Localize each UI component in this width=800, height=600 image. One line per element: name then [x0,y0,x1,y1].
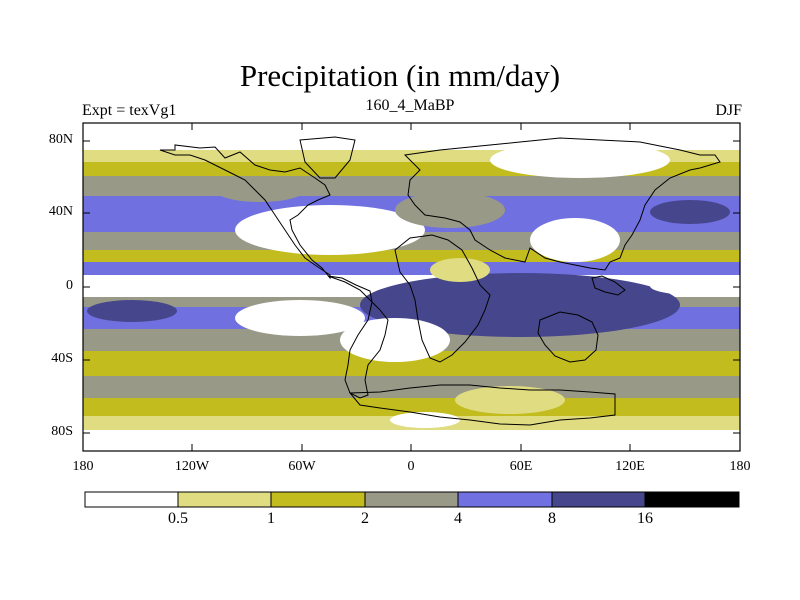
greenland-outline [299,136,356,179]
colorbar-swatch-3 [364,491,459,508]
south-africa-dry [340,318,450,362]
itcz-north [83,262,740,275]
north-atlantic-dry [235,205,425,255]
south-america-outline [327,275,389,399]
lat-tick-label: 40S [51,351,73,366]
colorbar-swatch-5 [551,491,646,508]
antarctica-outline [348,384,616,426]
lon-tick-label: 60E [509,459,533,474]
colorbar-swatch-4 [457,491,553,508]
colorbar-label: 0.5 [168,510,188,527]
colorbar-label: 2 [361,510,369,527]
colorbar [84,491,740,508]
colorbar-label: 4 [454,510,462,527]
australia-outline [537,311,599,363]
colorbar-swatch-1 [177,491,272,508]
lon-tick-label: 120E [615,459,645,474]
colorbar-label: 16 [637,510,653,527]
south-atlantic-dry [235,300,365,336]
north-africa-light [430,258,490,282]
colorbar-label: 8 [548,510,556,527]
lon-tick-label: 180 [72,459,94,474]
lat-tick-label: 80N [48,132,73,147]
south-olive-2 [83,398,740,416]
experiment-label: Expt = texVg1 [82,102,177,119]
africa-outline [394,234,491,363]
sp-heavy [87,300,177,322]
na-gray [215,178,305,202]
pacific-west-dry [650,277,740,295]
eurasia-africa-outline [403,137,721,271]
south-storm-gray [83,376,740,398]
north-subtrop-olive [83,250,740,262]
lon-tick-label: 60W [288,459,316,474]
np-storm-heavy [650,200,730,224]
antarctic-dry [390,412,460,428]
colorbar-label: 1 [267,510,275,527]
colorbar-swatch-0 [84,491,179,508]
antarctic-coast-light [455,386,565,414]
europe-gray [395,192,505,228]
season-label: DJF [715,102,742,119]
lat-tick-label: 0 [66,278,73,293]
tick-marks [82,123,741,451]
period-label: 160_4_MaBP [365,97,455,114]
colorbar-swatch-2 [270,491,366,508]
colorbar-swatch-6 [644,491,740,508]
pacific-east-dry [83,276,220,296]
lon-tick-label: 180 [729,459,751,474]
map-title: Precipitation (in mm/day) [239,58,561,93]
siberia-dry [490,142,670,178]
lon-tick-label: 0 [407,459,415,474]
precip-field [83,123,740,451]
warm-pool-heavy [360,273,680,337]
asia-dry [530,218,620,262]
lon-tick-label: 120W [174,459,210,474]
antarctic-white [83,430,740,451]
maritime-continent-outline [591,275,626,296]
lat-tick-label: 80S [51,424,73,439]
north-america-outline [159,144,331,280]
lat-tick-label: 40N [48,204,73,219]
coastlines [159,136,721,426]
